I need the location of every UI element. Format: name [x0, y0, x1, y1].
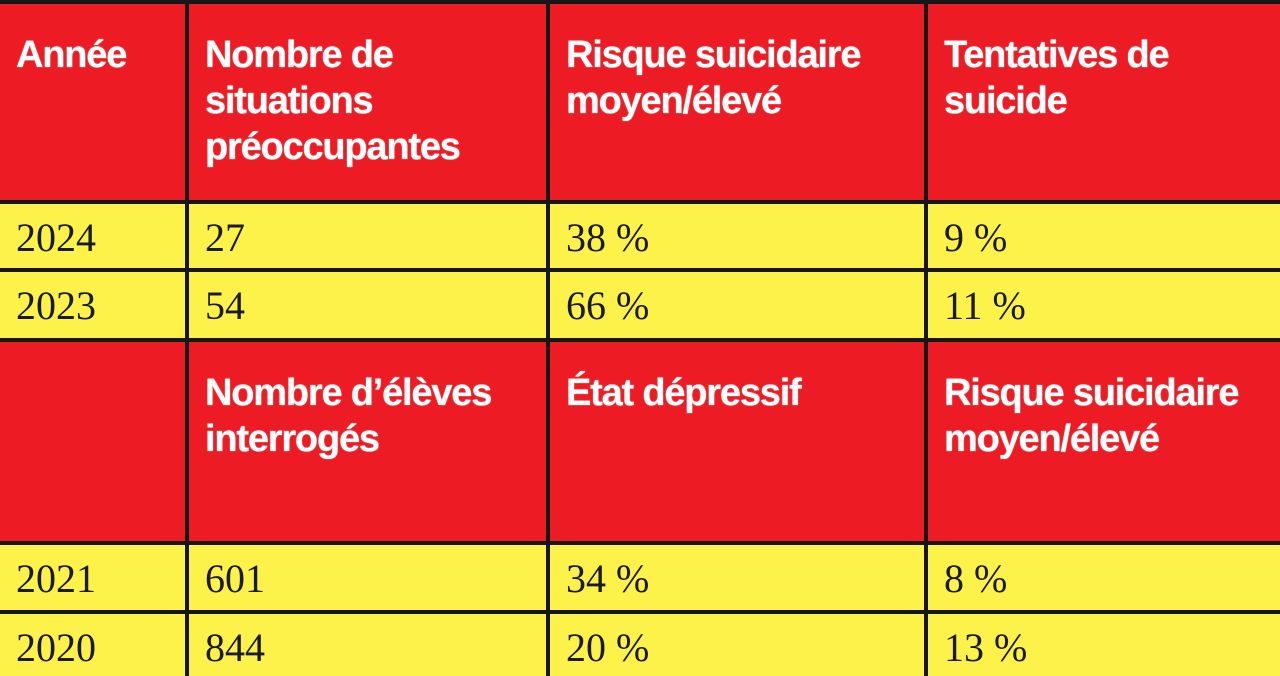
cell: 8 % [928, 545, 1280, 610]
cell: 844 [189, 614, 546, 676]
cell: 11 % [928, 272, 1280, 338]
cell: 9 % [928, 204, 1280, 268]
header-depression: État dépressif [550, 342, 924, 541]
cell: 2023 [0, 272, 185, 338]
cell: 13 % [928, 614, 1280, 676]
cell: 601 [189, 545, 546, 610]
cell: 34 % [550, 545, 924, 610]
cell: 2020 [0, 614, 185, 676]
header-situations: Nombre de situations préoccupantes [189, 4, 546, 200]
cell: 66 % [550, 272, 924, 338]
cell: 20 % [550, 614, 924, 676]
header-risk: Risque suicidaire moyen/élevé [550, 4, 924, 200]
header-year: Année [0, 4, 185, 200]
header-attempts: Tentatives de suicide [928, 4, 1280, 200]
cell: 54 [189, 272, 546, 338]
header-empty [0, 342, 185, 541]
cell: 2024 [0, 204, 185, 268]
cell: 38 % [550, 204, 924, 268]
header-risk-2: Risque suicidaire moyen/élevé [928, 342, 1280, 541]
header-students: Nombre d’élèves interrogés [189, 342, 546, 541]
cell: 2021 [0, 545, 185, 610]
cell: 27 [189, 204, 546, 268]
